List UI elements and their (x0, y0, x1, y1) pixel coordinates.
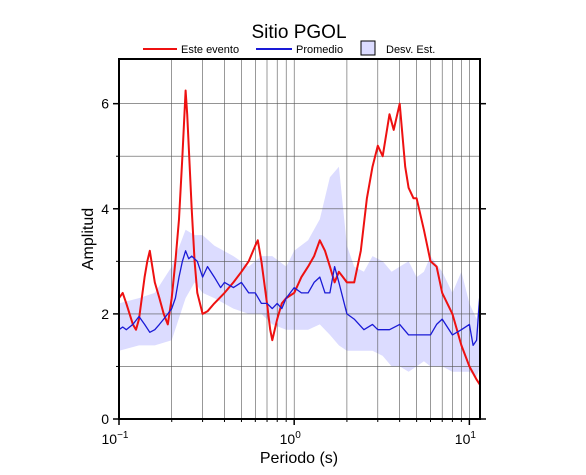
std-dev-band (119, 166, 480, 377)
y-tick-label: 0 (101, 411, 109, 427)
x-axis-label: Periodo (s) (260, 450, 338, 467)
chart-legend: Este evento Promedio Desv. Est. (143, 40, 435, 56)
legend-swatch-desv-est (360, 40, 376, 56)
legend-label-este-evento: Este evento (181, 44, 239, 56)
x-tick-label: 100 (280, 430, 302, 447)
x-tick-label: 10−1 (102, 430, 129, 447)
std-dev-band-area (119, 166, 480, 377)
series-line-este-evento (118, 89, 481, 386)
y-tick-label: 4 (101, 201, 109, 217)
y-tick-label: 6 (101, 96, 109, 112)
plot-frame (118, 58, 481, 420)
x-tick-label: 101 (455, 430, 477, 447)
grid (119, 59, 480, 419)
series-lines (118, 89, 481, 386)
legend-label-desv-est: Desv. Est. (386, 44, 435, 56)
y-tick-label: 2 (101, 306, 109, 322)
chart-title: Sitio PGOL (251, 22, 346, 43)
axis-ticks: 0 2 4 6 10−1 100 101 (101, 96, 486, 447)
y-axis-label: Amplitud (80, 208, 97, 270)
legend-label-promedio: Promedio (296, 44, 343, 56)
series-line-promedio (118, 250, 481, 347)
